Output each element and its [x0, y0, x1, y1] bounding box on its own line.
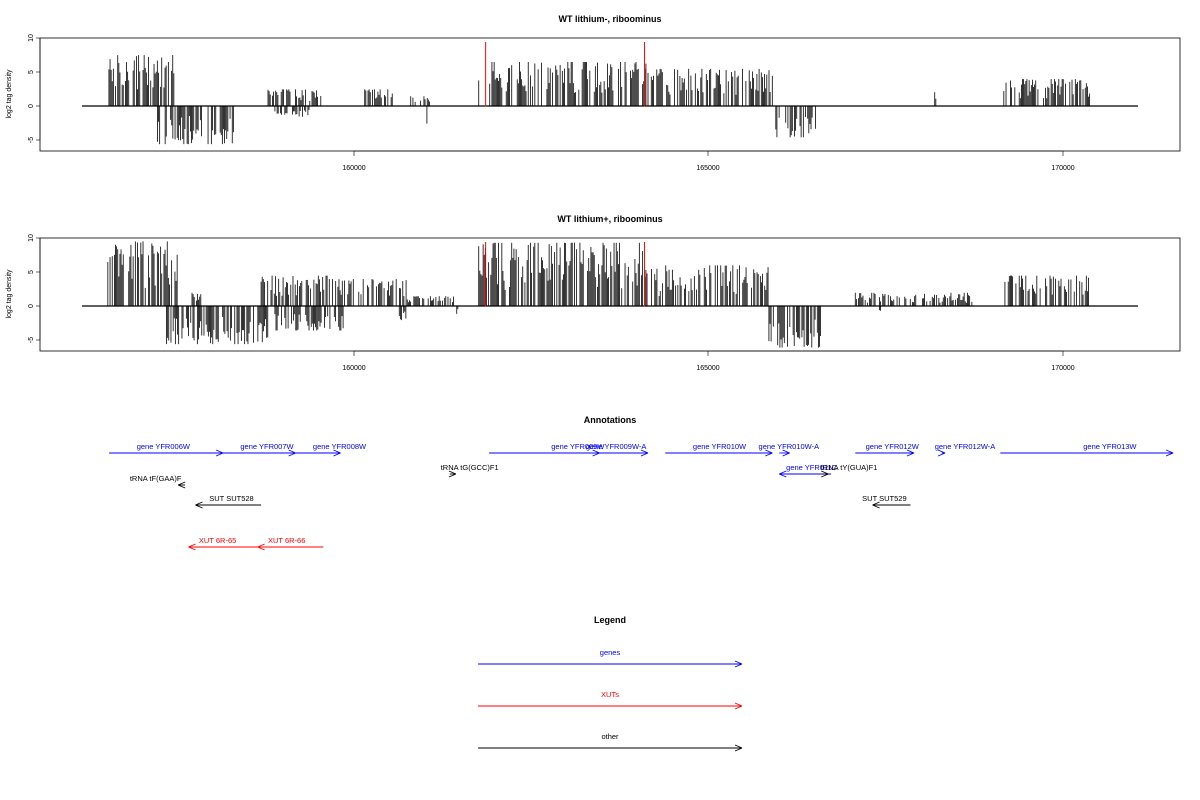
annotation-feature-genes: gene YFR007W	[219, 442, 296, 457]
annotation-label: gene YFR010W-A	[759, 442, 820, 451]
legend-items: genes XUTs other	[478, 648, 743, 752]
x-tick-label: 160000	[342, 365, 365, 372]
annotation-feature-xuts: XUT 6R-66	[257, 536, 324, 551]
panel-1-x-axis: 160000 165000 170000	[342, 150, 1075, 172]
panel-2-ylabel: log2 tag density	[6, 269, 13, 319]
x-tick: 160000	[342, 351, 366, 372]
legend-panel: Legend genes XUTs other	[478, 615, 743, 752]
x-tick-label: 165000	[696, 365, 719, 372]
annotation-label: gene YFR009W-A	[586, 442, 647, 451]
annotation-label: tRNA tF(GAA)F	[130, 474, 182, 483]
annotation-label: XUT 6R-65	[199, 536, 236, 545]
x-tick: 165000	[696, 351, 720, 372]
annotation-feature-genes: gene YFR010W-A	[759, 442, 820, 457]
annotation-feature-genes: gene YFR012W	[855, 442, 920, 457]
annotation-feature-genes: gene YFR006W	[109, 442, 224, 457]
y-tick-label: -5	[28, 137, 35, 143]
y-tick-label: 10	[28, 34, 35, 42]
x-tick: 170000	[1051, 351, 1075, 372]
y-tick-label: 10	[28, 234, 35, 242]
annotation-feature-other: tRNA tF(GAA)F	[130, 474, 186, 489]
x-tick-label: 165000	[696, 165, 719, 172]
annotation-label: XUT 6R-66	[268, 536, 305, 545]
y-tick: 10	[28, 34, 40, 42]
track-panel-1: WT lithium-, riboominus log2 tag density…	[6, 14, 1181, 172]
panel-1-signal-bars	[108, 55, 1091, 145]
y-tick: 10	[28, 234, 40, 242]
x-tick: 160000	[342, 151, 366, 172]
panel-1-title: WT lithium-, riboominus	[559, 14, 662, 24]
annotation-feature-other: tRNA tY(GUA)F1	[821, 463, 878, 478]
annotation-label: gene YFR009W	[551, 442, 605, 451]
panel-1-ylabel: log2 tag density	[6, 69, 13, 119]
annotation-label: SUT SUT529	[862, 494, 906, 503]
y-tick-label: -5	[28, 337, 35, 343]
panel-2-signal-bars	[107, 241, 1089, 348]
panel-1-y-axis: 10 5 0 -5	[28, 34, 41, 143]
x-tick: 170000	[1051, 151, 1075, 172]
panel-2-x-axis: 160000 165000 170000	[342, 350, 1075, 372]
legend-title: Legend	[594, 615, 626, 625]
track-panel-2: WT lithium+, riboominus log2 tag density…	[6, 214, 1181, 372]
annotation-label: SUT SUT528	[209, 494, 253, 503]
y-tick-label: 0	[28, 304, 35, 308]
annotation-label: gene YFR011C	[786, 463, 838, 472]
annotation-label: gene YFR012W	[866, 442, 920, 451]
legend-item-genes: genes	[478, 648, 743, 668]
annotation-feature-genes: gene YFR012W-A	[935, 442, 996, 457]
annotation-label: gene YFR007W	[240, 442, 294, 451]
x-tick: 165000	[696, 151, 720, 172]
x-tick-label: 170000	[1051, 165, 1074, 172]
annotation-feature-xuts: XUT 6R-65	[188, 536, 258, 551]
annotation-feature-other: SUT SUT529	[862, 494, 911, 509]
legend-label: XUTs	[601, 690, 619, 699]
annotation-feature-genes: gene YFR010W	[665, 442, 773, 457]
annotation-feature-other: SUT SUT528	[195, 494, 262, 509]
annotations-panel: Annotations gene YFR006W gene YFR007W gene…	[109, 415, 1174, 551]
panel-2-title: WT lithium+, riboominus	[557, 214, 662, 224]
annotation-label: tRNA tY(GUA)F1	[821, 463, 878, 472]
annotations-title: Annotations	[584, 415, 637, 425]
panel-2-markers	[485, 242, 646, 307]
annotation-label: gene YFR008W	[313, 442, 367, 451]
panel-2-y-axis: 10 5 0 -5	[28, 234, 41, 343]
annotation-feature-other: tRNA tG(GCC)F1	[441, 463, 499, 478]
y-tick-label: 5	[28, 270, 35, 274]
y-tick-label: 5	[28, 70, 35, 74]
annotation-feature-genes: gene YFR009W-A	[572, 442, 647, 457]
annotation-label: gene YFR013W	[1083, 442, 1137, 451]
annotation-label: tRNA tG(GCC)F1	[441, 463, 499, 472]
x-tick-label: 170000	[1051, 365, 1074, 372]
legend-item-other: other	[478, 732, 743, 752]
legend-item-xuts: XUTs	[478, 690, 743, 710]
legend-label: genes	[600, 648, 621, 657]
annotation-label: gene YFR006W	[137, 442, 191, 451]
y-tick: -5	[28, 137, 40, 143]
y-tick: -5	[28, 337, 40, 343]
y-tick-label: 0	[28, 104, 35, 108]
y-tick: 5	[28, 70, 40, 74]
annotation-label: gene YFR010W	[693, 442, 747, 451]
annotation-features: gene YFR006W gene YFR007W gene YFR008W gene…	[109, 442, 1174, 551]
y-tick: 0	[28, 304, 40, 308]
annotation-feature-genes: gene YFR013W	[1000, 442, 1174, 457]
y-tick: 5	[28, 270, 40, 274]
annotation-feature-genes: gene YFR008W	[295, 442, 367, 457]
annotation-label: gene YFR012W-A	[935, 442, 996, 451]
annotation-feature-genes: gene YFR009W	[489, 442, 649, 457]
legend-label: other	[601, 732, 619, 741]
y-tick: 0	[28, 104, 40, 108]
panel-1-markers	[485, 42, 646, 107]
x-tick-label: 160000	[342, 165, 365, 172]
